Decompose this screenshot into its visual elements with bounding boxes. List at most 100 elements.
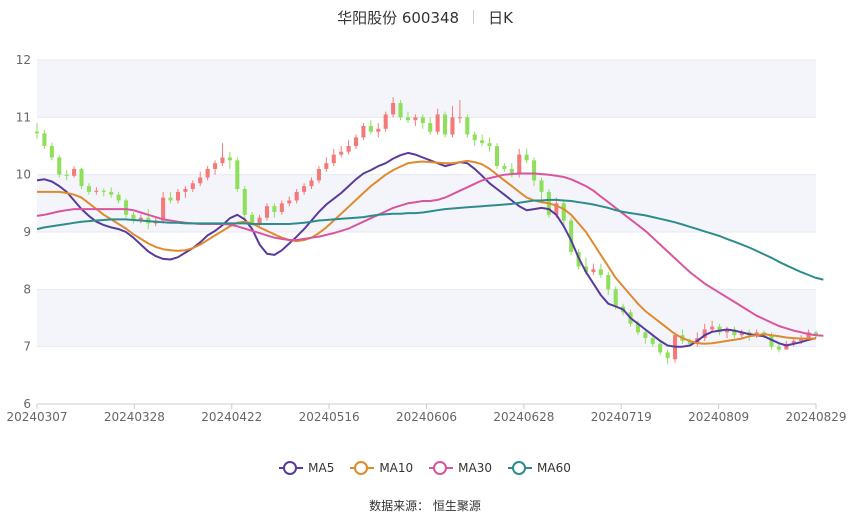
candle-body [250,214,255,224]
candle-body [324,163,329,169]
candle-body [687,340,692,344]
ma5-legend-icon [279,461,304,475]
candle-body [539,180,544,192]
candle-body [598,269,603,275]
candle-body [331,154,336,164]
candle-body [101,190,106,192]
candle-body [732,329,737,336]
candle-body [175,191,181,201]
candle-body [635,323,640,333]
x-tick-label: 20240307 [6,410,67,424]
grid-band [37,60,816,118]
candle-body [309,180,314,187]
candle-body [813,332,819,336]
candle-body [116,194,121,201]
candle-body [205,168,210,178]
legend-label-ma60: MA60 [537,461,571,475]
candle-body [64,174,69,176]
legend-item-ma5[interactable]: MA5 [279,461,334,475]
ma60-legend-icon [508,461,533,475]
legend-item-ma30[interactable]: MA30 [429,461,492,475]
candle-body [413,117,418,121]
candle-body [487,143,492,146]
candle-body [784,343,789,350]
y-tick-label: 10 [16,168,31,182]
candle-body [554,203,559,215]
x-tick-label: 20240516 [299,410,360,424]
series-line-ma30 [36,172,824,337]
legend-label-ma5: MA5 [308,461,335,475]
candle-body [806,332,811,339]
candle-body [190,183,195,189]
candle-body [79,168,84,187]
candle-body [368,125,373,132]
candle-body [361,125,366,138]
candle-body [724,329,730,333]
y-tick-label: 8 [23,282,31,296]
candle-body [791,340,796,344]
title-separator [473,10,475,24]
legend-item-ma10[interactable]: MA10 [350,461,413,475]
candle-body [465,117,470,135]
candle-body [517,154,522,175]
series-line-ma10 [37,159,816,345]
legend-label-ma30: MA30 [458,461,493,475]
candle-body [391,103,396,115]
candle-body [339,151,344,155]
candle-body [294,191,299,201]
y-tick-label: 12 [16,53,31,67]
candle-body [287,200,292,204]
candle-body [739,332,744,336]
y-tick-label: 9 [23,225,31,239]
x-tick-label: 20240422 [201,410,262,424]
candle-body [138,217,143,221]
y-tick-label: 6 [23,397,31,411]
candle-body [272,206,277,212]
candle-body [316,168,321,181]
candle-body [435,114,440,132]
candle-body [428,123,433,132]
ma10-legend-icon [350,461,375,475]
candle-body [227,157,232,161]
candle-body [710,326,715,330]
candle-body [257,217,262,224]
candle-body [717,326,722,333]
x-tick-label: 20240829 [785,410,846,424]
candle-body [480,140,485,144]
candle-body [302,186,307,192]
legend-label-ma10: MA10 [379,461,414,475]
candle-body [405,117,410,121]
series-line-ma60 [36,198,824,281]
candle-body [49,146,54,158]
candle-body [658,343,663,353]
candle-body [606,275,611,290]
ma30-legend-icon [429,461,454,475]
candle-body [457,117,462,119]
candle-body [168,197,173,201]
candle-body [569,220,574,253]
candle-body [450,117,455,135]
y-tick-label: 7 [23,340,31,354]
candle-body [242,189,247,215]
candle-body [532,160,537,181]
candle-body [591,269,596,273]
candle-body [613,289,618,307]
grid-band [37,289,816,347]
legend-item-ma60[interactable]: MA60 [508,461,571,475]
candle-body [72,168,77,176]
candle-body [443,114,448,135]
candle-body [213,163,218,169]
candle-body [754,332,759,336]
candle-body [86,186,91,192]
candle-body [776,346,781,350]
chart-legend: MA5 MA10 MA30 MA60 [0,458,850,478]
period-label: 日K [488,8,513,27]
candle-body [398,103,403,118]
candle-body [376,128,381,132]
x-tick-label: 20240606 [396,410,457,424]
x-tick-label: 20240328 [104,410,165,424]
candle-body [57,157,62,175]
candle-body [502,166,507,169]
candle-body [353,137,359,146]
candle-body [583,266,589,273]
